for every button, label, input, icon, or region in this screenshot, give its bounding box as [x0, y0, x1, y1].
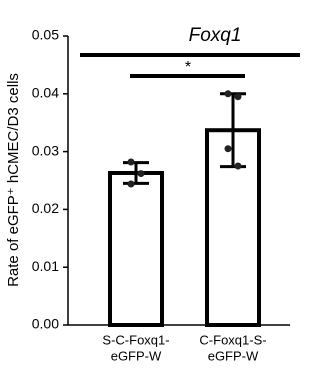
data-point [234, 93, 242, 101]
data-point [224, 145, 232, 153]
bar [108, 170, 164, 327]
x-tick-label: C-Foxq1-S- [199, 332, 266, 347]
y-tick-label: 0.01 [32, 258, 59, 274]
bar [205, 128, 261, 327]
y-tick-label: 0.02 [32, 200, 59, 216]
y-tick-label: 0.04 [32, 85, 59, 101]
y-tick-label: 0.03 [32, 142, 59, 158]
x-tick-label: eGFP-W [111, 348, 162, 363]
data-point [137, 170, 145, 178]
data-point [224, 90, 232, 98]
data-point [234, 162, 242, 170]
y-tick-label: 0.00 [32, 316, 59, 332]
data-point [127, 180, 135, 188]
y-axis-label: Rate of eGFP⁺ hCMEC/D3 cells [5, 73, 22, 287]
significance-label: * [185, 59, 191, 76]
data-point [127, 158, 135, 166]
y-tick-label: 0.05 [32, 27, 59, 43]
x-tick-label: eGFP-W [208, 348, 259, 363]
chart-title: Foxq1 [189, 25, 242, 46]
x-tick-label: S-C-Foxq1- [102, 332, 169, 347]
